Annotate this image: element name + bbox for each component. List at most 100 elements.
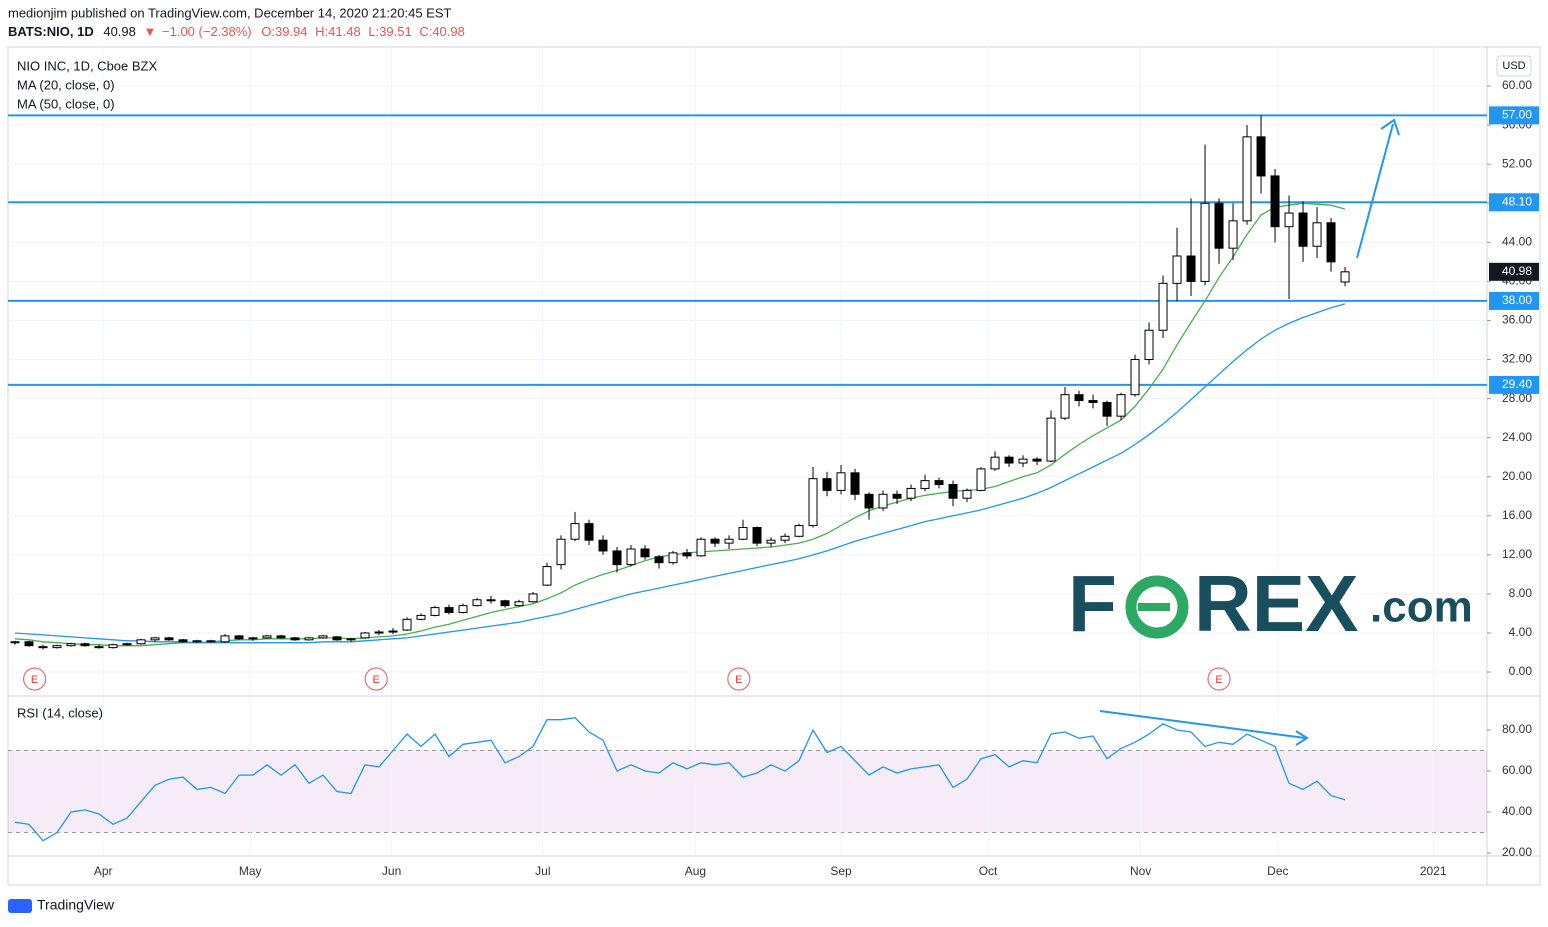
candle-body: [990, 456, 1000, 470]
logo-f: F: [1068, 559, 1117, 648]
legend-main: NIO INC, 1D, Cboe BZX: [17, 58, 157, 73]
candle-body: [906, 487, 916, 499]
up-arrow-head: [1380, 118, 1400, 136]
tv-icon: [8, 899, 32, 913]
y-tick-label: 44.00: [1502, 234, 1532, 248]
candle-body: [150, 637, 160, 641]
moving-average: [14, 202, 1346, 647]
x-tick-label: Apr: [94, 864, 113, 878]
plot: Apr May Jun Jul Aug Sep Oct Nov Dec 2021 0.00 4.00 8…: [8, 47, 1539, 878]
logo-rex: REX: [1194, 559, 1359, 648]
candle-body: [682, 552, 692, 557]
candle-body: [626, 548, 636, 566]
legend-ma50: MA (50, close, 0): [17, 96, 115, 111]
level-label-box: [1489, 375, 1539, 394]
candle-body: [388, 630, 398, 633]
x-tick-label: Aug: [685, 864, 706, 878]
rsi-line: [14, 717, 1346, 842]
candle-body: [696, 538, 706, 557]
logo-o: [1125, 575, 1189, 639]
forex-logo: F REX .com: [1068, 559, 1473, 648]
logo-com: .com: [1370, 583, 1473, 632]
candle-body: [122, 643, 132, 646]
candle-body: [1242, 136, 1252, 222]
candle-body: [612, 550, 622, 566]
quote-line: BATS:NIO, 1D 40.98 ▼ −1.00 (−2.38%) O:39…: [8, 24, 465, 39]
level-label: 57.00: [1502, 108, 1532, 122]
level-label: 48.10: [1502, 194, 1532, 208]
down-arrow: ▼: [144, 24, 157, 39]
candle-body: [1214, 202, 1224, 249]
candle-body: [80, 643, 90, 647]
change: −1.00 (−2.38%): [162, 24, 252, 39]
candle-body: [738, 527, 748, 540]
close: C:40.98: [419, 24, 465, 39]
candle-body: [1298, 212, 1308, 247]
candle-body: [1046, 417, 1056, 462]
y-tick-label: 4.00: [1509, 625, 1533, 639]
candle-body: [24, 641, 34, 647]
candle-body: [52, 645, 62, 649]
level-label: 38.00: [1502, 293, 1532, 307]
candle-body: [766, 539, 776, 544]
candle-body: [1326, 222, 1336, 263]
earnings-marker: [364, 667, 388, 691]
candle-body: [1340, 271, 1350, 283]
rsi-tick-label: 60.00: [1502, 763, 1532, 777]
earnings-marker: [1207, 667, 1231, 691]
divergence-head: [1295, 730, 1309, 746]
candle-body: [878, 493, 888, 509]
currency-box[interactable]: [1496, 55, 1532, 77]
candle-body: [1102, 401, 1112, 417]
candle-body: [1172, 255, 1182, 284]
x-tick-label: Nov: [1130, 864, 1151, 878]
candle-body: [1200, 202, 1210, 282]
candle-body: [808, 478, 818, 527]
candle-body: [1088, 400, 1098, 403]
last-price-label-box: [1489, 262, 1539, 281]
rsi-band: [8, 750, 1487, 833]
moving-average: [14, 303, 1346, 644]
candle-body: [38, 646, 48, 649]
frame: [7, 46, 1541, 886]
divergence-line: [1099, 710, 1306, 739]
candle-body: [136, 639, 146, 645]
rsi-tick-label: 20.00: [1502, 845, 1532, 859]
level-label: 29.40: [1502, 377, 1532, 391]
candle-body: [836, 472, 846, 491]
candle-body: [374, 631, 384, 634]
candle-body: [1270, 175, 1280, 228]
y-tick-label: 8.00: [1509, 586, 1533, 600]
candle-body: [10, 641, 20, 644]
annotations: [1099, 118, 1400, 746]
candle-body: [304, 637, 314, 641]
candle-body: [1018, 458, 1028, 464]
tradingview-logo: TradingView: [8, 897, 115, 913]
candle-body: [486, 599, 496, 602]
up-arrow: [1356, 123, 1394, 259]
candle-body: [1032, 458, 1042, 462]
candle-body: [500, 600, 510, 607]
candle-body: [710, 538, 720, 544]
candle-body: [192, 640, 202, 643]
candle-body: [262, 635, 272, 639]
candle-body: [178, 639, 188, 643]
candle-body: [640, 548, 650, 558]
x-tick-label: Dec: [1267, 864, 1288, 878]
candle-body: [668, 552, 678, 564]
candle-body: [206, 640, 216, 643]
candle-body: [444, 607, 454, 613]
level-label-box: [1489, 291, 1539, 310]
candle-body: [276, 635, 286, 639]
candle-body: [794, 525, 804, 537]
candle-body: [94, 646, 104, 649]
candle-body: [1312, 222, 1322, 247]
last: 40.98: [103, 24, 136, 39]
candle-body: [724, 538, 734, 544]
y-tick-label: 20.00: [1502, 469, 1532, 483]
candle-body: [780, 535, 790, 541]
candle-body: [430, 607, 440, 616]
candle-body: [528, 593, 538, 603]
candle-body: [1004, 456, 1014, 464]
